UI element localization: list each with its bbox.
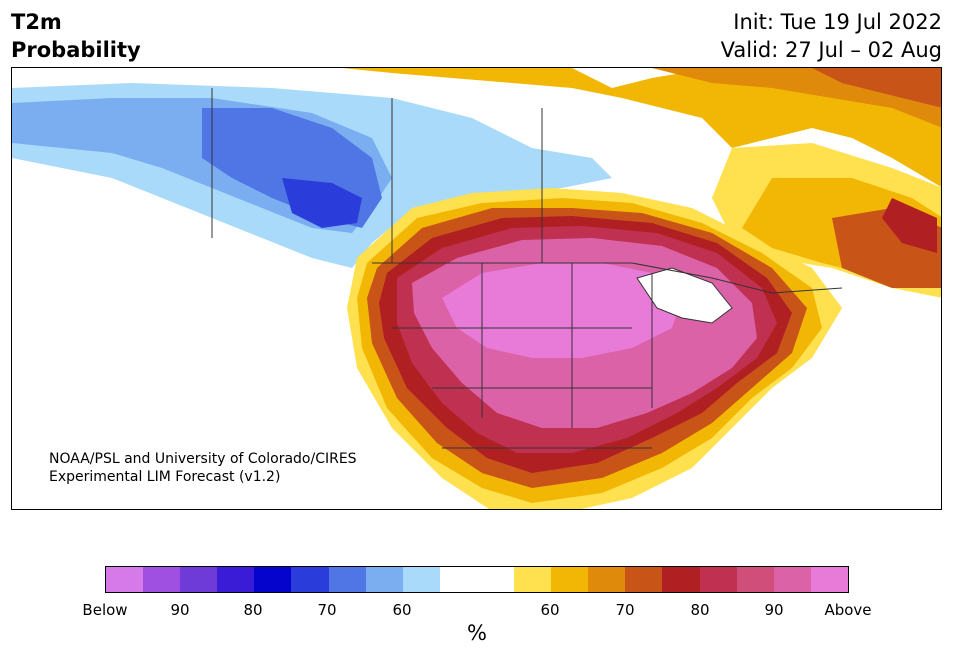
- subtitle-label: Probability: [11, 38, 141, 62]
- colorbar-tick-label: 80: [690, 601, 710, 619]
- credit-line-1: NOAA/PSL and University of Colorado/CIRE…: [49, 451, 357, 467]
- colorbar-cell: [625, 567, 663, 592]
- colorbar-tick-label: 90: [170, 601, 190, 619]
- init-date: Init: Tue 19 Jul 2022: [733, 10, 942, 34]
- colorbar-tick-label: 60: [392, 601, 412, 619]
- credit-line-2: Experimental LIM Forecast (v1.2): [49, 469, 281, 485]
- colorbar-cell: [143, 567, 181, 592]
- colorbar-cell: [180, 567, 218, 592]
- map-title: T2m Probability: [11, 8, 141, 64]
- colorbar-cell: [291, 567, 329, 592]
- colorbar-cell: [328, 567, 366, 592]
- colorbar-cell: [217, 567, 255, 592]
- date-info: Init: Tue 19 Jul 2022 Valid: 27 Jul – 02…: [721, 8, 942, 64]
- colorbar-cell: [810, 567, 848, 592]
- colorbar-tick-label: 90: [764, 601, 784, 619]
- colorbar-tick-label: 60: [540, 601, 560, 619]
- colorbar-cell: [773, 567, 811, 592]
- colorbar-cell: [476, 567, 515, 592]
- arctic-warm-band: [342, 68, 941, 187]
- great-lakes: [636, 267, 733, 324]
- colorbar-cell: [662, 567, 700, 592]
- colorbar-cell: [254, 567, 292, 592]
- colorbar-cell: [699, 567, 737, 592]
- northwest-cool-80: [282, 178, 362, 228]
- colorbar: [105, 566, 849, 593]
- colorbar-cell: [514, 567, 552, 592]
- colorbar-cell: [551, 567, 589, 592]
- credit-text: NOAA/PSL and University of Colorado/CIRE…: [49, 450, 357, 486]
- colorbar-tick-label: 70: [615, 601, 635, 619]
- probability-map: NOAA/PSL and University of Colorado/CIRE…: [11, 67, 942, 510]
- colorbar-cell: [439, 567, 477, 592]
- greenland-edge: [812, 68, 941, 108]
- labrador-warm-80: [882, 198, 937, 253]
- map-canvas: [12, 68, 941, 509]
- colorbar-tick-label: 80: [243, 601, 263, 619]
- colorbar-cell: [402, 567, 440, 592]
- us-warm-above: [442, 263, 682, 358]
- valid-date: Valid: 27 Jul – 02 Aug: [720, 38, 942, 62]
- colorbar-cell: [588, 567, 626, 592]
- colorbar-tick-label: Below: [82, 601, 128, 619]
- colorbar-tick-label: Above: [824, 601, 872, 619]
- variable-label: T2m: [11, 10, 62, 34]
- colorbar-unit: %: [467, 621, 487, 645]
- colorbar-cell: [106, 567, 144, 592]
- political-borders: [211, 88, 843, 449]
- colorbar-tick-label: 70: [317, 601, 337, 619]
- colorbar-cell: [736, 567, 774, 592]
- colorbar-cell: [365, 567, 403, 592]
